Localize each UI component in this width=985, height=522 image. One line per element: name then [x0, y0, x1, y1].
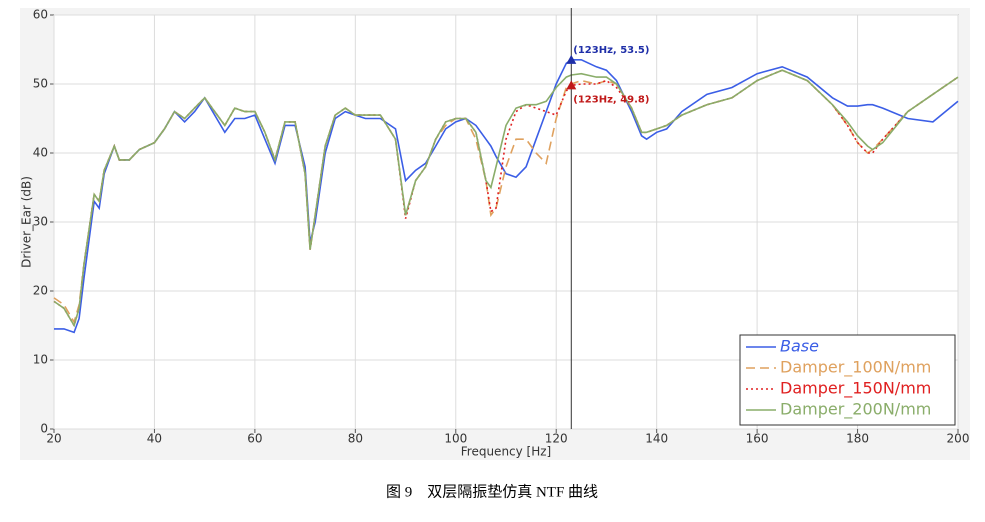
- x-tick-label: 100: [444, 432, 467, 446]
- legend-label: Base: [780, 337, 819, 356]
- x-tick-label: 200: [947, 432, 970, 446]
- annotation-marker: [566, 54, 577, 64]
- x-tick-label: 40: [147, 432, 162, 446]
- x-tick-label: 60: [247, 432, 262, 446]
- y-tick-label: 10: [33, 353, 48, 367]
- y-axis-label: Driver_Ear (dB): [20, 176, 34, 268]
- caption: 图 9 双层隔振垫仿真 NTF 曲线: [386, 482, 598, 500]
- y-tick-label: 0: [40, 422, 48, 436]
- x-tick-label: 120: [545, 432, 568, 446]
- y-tick-label: 30: [33, 215, 48, 229]
- annotation-label: (123Hz, 49.8): [573, 94, 649, 105]
- annotation-marker: [566, 80, 577, 90]
- legend-label: Damper_150N/mm: [780, 379, 931, 399]
- y-tick-label: 40: [33, 146, 48, 160]
- x-tick-label: 140: [645, 432, 668, 446]
- y-tick-label: 50: [33, 77, 48, 91]
- legend-label: Damper_100N/mm: [780, 358, 931, 378]
- y-tick-label: 60: [33, 8, 48, 22]
- annotation-label: (123Hz, 53.5): [573, 45, 649, 56]
- x-tick-label: 20: [46, 432, 61, 446]
- x-tick-label: 160: [746, 432, 769, 446]
- x-tick-label: 80: [348, 432, 363, 446]
- x-axis-label: Frequency [Hz]: [461, 445, 552, 459]
- legend-label: Damper_200N/mm: [780, 400, 931, 420]
- series-line: [53, 69, 959, 328]
- x-tick-label: 180: [846, 432, 869, 446]
- y-tick-label: 20: [33, 284, 48, 298]
